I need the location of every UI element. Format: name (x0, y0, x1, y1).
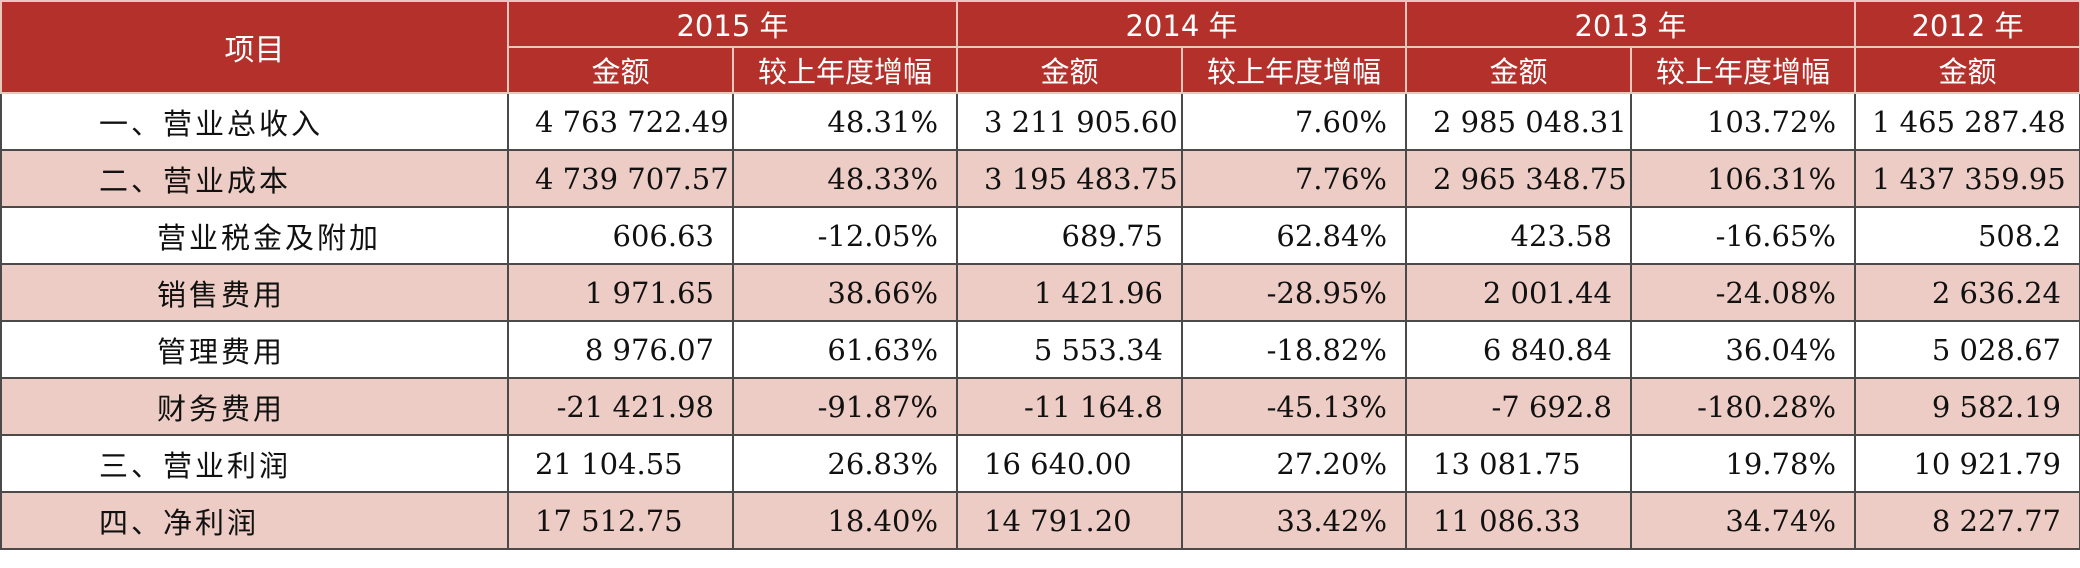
growth-2014-cell: 33.42% (1181, 491, 1407, 550)
amount-2015-cell: 8 976.07 (507, 320, 734, 379)
amount-header-2014: 金额 (956, 46, 1183, 94)
growth-2015-cell: 18.40% (732, 491, 958, 550)
growth-2015-cell: 38.66% (732, 263, 958, 322)
row-label: 营业税金及附加 (0, 206, 509, 265)
amount-2014-cell: 3 211 905.60 (956, 92, 1183, 151)
financial-table: 项目 2015 年 2014 年 2013 年 2012 年 金额 较上年度增幅… (0, 0, 2080, 550)
amount-2015-cell: 21 104.55 (507, 434, 734, 493)
growth-2013-cell: -24.08% (1630, 263, 1856, 322)
year-header-2013: 2013 年 (1405, 0, 1856, 48)
amount-2014-cell: 16 640.00 (956, 434, 1183, 493)
growth-2013-cell: -16.65% (1630, 206, 1856, 265)
amount-header-2012: 金额 (1854, 46, 2080, 94)
amount-2013-cell: 2 985 048.31 (1405, 92, 1632, 151)
amount-2014-cell: 689.75 (956, 206, 1183, 265)
amount-2015-cell: 17 512.75 (507, 491, 734, 550)
amount-2014-cell: 5 553.34 (956, 320, 1183, 379)
row-label: 四、净利润 (0, 491, 509, 550)
table-row: 二、营业成本 4 739 707.57 48.33% 3 195 483.75 7.76… (0, 149, 2080, 208)
amount-2012-cell: 8 227.77 (1854, 491, 2080, 550)
growth-2015-cell: 26.83% (732, 434, 958, 493)
row-label: 一、营业总收入 (0, 92, 509, 151)
amount-2012-cell: 10 921.79 (1854, 434, 2080, 493)
table-row: 销售费用 1 971.65 38.66% 1 421.96 -28.95% 2 001.4… (0, 263, 2080, 322)
table-row: 四、净利润 17 512.75 18.40% 14 791.20 33.42% 11 08… (0, 491, 2080, 550)
table-row: 营业税金及附加 606.63 -12.05% 689.75 62.84% 423.58 -1… (0, 206, 2080, 265)
amount-header-2015: 金额 (507, 46, 734, 94)
amount-2013-cell: -7 692.8 (1405, 377, 1632, 436)
year-header-2014: 2014 年 (956, 0, 1407, 48)
row-label: 二、营业成本 (0, 149, 509, 208)
growth-2013-cell: 19.78% (1630, 434, 1856, 493)
row-label: 管理费用 (0, 320, 509, 379)
amount-2012-cell: 1 465 287.48 (1854, 92, 2080, 151)
growth-header-2015: 较上年度增幅 (732, 46, 958, 94)
amount-2014-cell: -11 164.8 (956, 377, 1183, 436)
amount-2015-cell: 606.63 (507, 206, 734, 265)
amount-2015-cell: -21 421.98 (507, 377, 734, 436)
growth-2013-cell: -180.28% (1630, 377, 1856, 436)
table-header: 项目 2015 年 2014 年 2013 年 2012 年 金额 较上年度增幅… (0, 0, 2080, 94)
table-row: 一、营业总收入 4 763 722.49 48.31% 3 211 905.60 7.6… (0, 92, 2080, 151)
growth-header-2014: 较上年度增幅 (1181, 46, 1407, 94)
amount-2015-cell: 4 763 722.49 (507, 92, 734, 151)
amount-2013-cell: 423.58 (1405, 206, 1632, 265)
year-header-2015: 2015 年 (507, 0, 958, 48)
amount-2012-cell: 9 582.19 (1854, 377, 2080, 436)
row-label: 销售费用 (0, 263, 509, 322)
growth-2015-cell: -12.05% (732, 206, 958, 265)
growth-2014-cell: 7.76% (1181, 149, 1407, 208)
growth-2013-cell: 103.72% (1630, 92, 1856, 151)
growth-2014-cell: 7.60% (1181, 92, 1407, 151)
header-row-columns: 金额 较上年度增幅 金额 较上年度增幅 金额 较上年度增幅 金额 (1, 46, 2080, 94)
growth-2015-cell: 48.31% (732, 92, 958, 151)
amount-2014-cell: 1 421.96 (956, 263, 1183, 322)
amount-2013-cell: 13 081.75 (1405, 434, 1632, 493)
growth-2015-cell: -91.87% (732, 377, 958, 436)
growth-2014-cell: -18.82% (1181, 320, 1407, 379)
table-body: 一、营业总收入 4 763 722.49 48.31% 3 211 905.60 7.6… (0, 92, 2080, 550)
amount-2014-cell: 3 195 483.75 (956, 149, 1183, 208)
amount-2013-cell: 11 086.33 (1405, 491, 1632, 550)
table-row: 三、营业利润 21 104.55 26.83% 16 640.00 27.20% 13 0… (0, 434, 2080, 493)
item-column-header: 项目 (0, 0, 509, 94)
growth-2013-cell: 106.31% (1630, 149, 1856, 208)
amount-2012-cell: 2 636.24 (1854, 263, 2080, 322)
amount-2013-cell: 2 001.44 (1405, 263, 1632, 322)
table-row: 管理费用 8 976.07 61.63% 5 553.34 -18.82% 6 840.8… (0, 320, 2080, 379)
growth-2013-cell: 36.04% (1630, 320, 1856, 379)
header-row-years: 项目 2015 年 2014 年 2013 年 2012 年 (0, 0, 2080, 94)
row-label: 三、营业利润 (0, 434, 509, 493)
amount-2013-cell: 6 840.84 (1405, 320, 1632, 379)
row-label: 财务费用 (0, 377, 509, 436)
growth-2015-cell: 48.33% (732, 149, 958, 208)
growth-2013-cell: 34.74% (1630, 491, 1856, 550)
amount-2014-cell: 14 791.20 (956, 491, 1183, 550)
growth-2014-cell: 27.20% (1181, 434, 1407, 493)
amount-2015-cell: 1 971.65 (507, 263, 734, 322)
amount-2015-cell: 4 739 707.57 (507, 149, 734, 208)
amount-2012-cell: 5 028.67 (1854, 320, 2080, 379)
growth-2014-cell: -45.13% (1181, 377, 1407, 436)
growth-2014-cell: 62.84% (1181, 206, 1407, 265)
year-header-2012: 2012 年 (1854, 0, 2080, 48)
amount-2013-cell: 2 965 348.75 (1405, 149, 1632, 208)
growth-header-2013: 较上年度增幅 (1630, 46, 1856, 94)
amount-header-2013: 金额 (1405, 46, 1632, 94)
growth-2015-cell: 61.63% (732, 320, 958, 379)
amount-2012-cell: 1 437 359.95 (1854, 149, 2080, 208)
growth-2014-cell: -28.95% (1181, 263, 1407, 322)
table-row: 财务费用 -21 421.98 -91.87% -11 164.8 -45.13% -7 … (0, 377, 2080, 436)
amount-2012-cell: 508.2 (1854, 206, 2080, 265)
